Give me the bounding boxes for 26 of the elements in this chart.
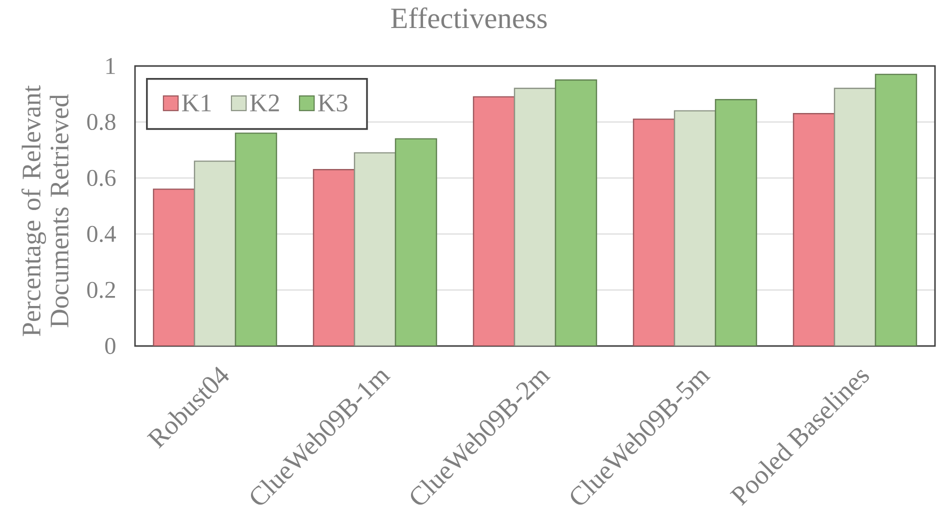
y-tick-label: 0.6 <box>87 170 116 186</box>
legend-label: K3 <box>318 94 348 112</box>
bar <box>874 74 918 346</box>
y-tick-label: 1 <box>106 58 115 74</box>
y-tick-label: 0.4 <box>87 226 116 242</box>
y-tick-label: 0 <box>105 338 116 354</box>
bar <box>472 96 516 346</box>
y-axis-title: Percentage of Relevant Documents Retrieved <box>21 85 69 336</box>
y-tick-label: 0.2 <box>87 282 115 298</box>
y-tick-label: 0.8 <box>87 114 116 130</box>
bar <box>792 112 836 346</box>
bar <box>152 188 196 346</box>
bar <box>194 160 236 346</box>
bar <box>234 132 278 346</box>
legend-label: K2 <box>250 94 279 112</box>
bar <box>632 118 676 346</box>
bar <box>514 88 556 346</box>
chart-title: Effectiveness <box>391 7 547 28</box>
bar <box>674 110 716 346</box>
bar <box>834 88 876 346</box>
bar <box>714 98 758 346</box>
bar <box>554 79 598 346</box>
bar <box>312 168 356 346</box>
bar <box>354 152 396 346</box>
legend-label: K1 <box>182 94 211 112</box>
bar <box>394 138 438 346</box>
